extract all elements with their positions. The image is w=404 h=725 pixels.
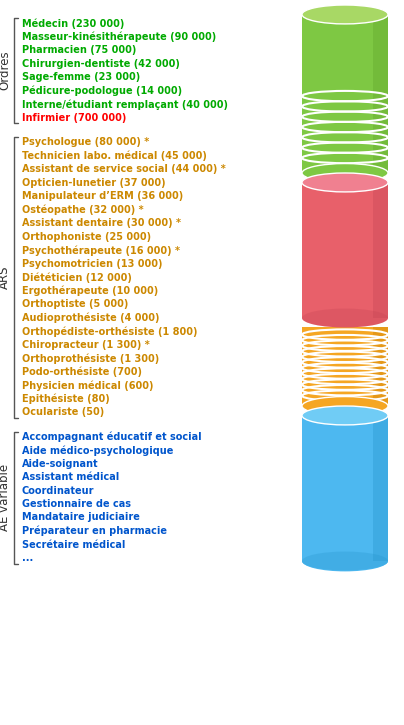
Ellipse shape <box>302 164 388 183</box>
Text: Opticien-lunetier (37 000): Opticien-lunetier (37 000) <box>22 178 166 188</box>
Text: Préparateur en pharmacie: Préparateur en pharmacie <box>22 526 167 536</box>
Text: AE variable: AE variable <box>0 464 11 531</box>
Text: Assistant de service social (44 000) *: Assistant de service social (44 000) * <box>22 164 226 174</box>
Bar <box>302 14 388 173</box>
Text: ARS: ARS <box>0 265 11 289</box>
Text: Psychomotricien (13 000): Psychomotricien (13 000) <box>22 259 162 268</box>
Text: Mandataire judiciaire: Mandataire judiciaire <box>22 513 140 523</box>
Bar <box>302 415 388 561</box>
Text: Aide médico-psychologique: Aide médico-psychologique <box>22 445 173 455</box>
Ellipse shape <box>302 164 388 183</box>
Text: Oculariste (50): Oculariste (50) <box>22 407 104 417</box>
Ellipse shape <box>302 550 388 571</box>
Text: Orthoprothésiste (1 300): Orthoprothésiste (1 300) <box>22 353 159 363</box>
Text: Chiropracteur (1 300) *: Chiropracteur (1 300) * <box>22 339 150 349</box>
Text: Médecin (230 000): Médecin (230 000) <box>22 18 124 28</box>
Text: Gestionnaire de cas: Gestionnaire de cas <box>22 499 131 509</box>
Text: Orthophoniste (25 000): Orthophoniste (25 000) <box>22 231 151 241</box>
Ellipse shape <box>302 5 388 24</box>
Text: Technicien labo. médical (45 000): Technicien labo. médical (45 000) <box>22 151 207 161</box>
Ellipse shape <box>302 173 388 192</box>
Bar <box>373 415 388 561</box>
Ellipse shape <box>302 309 388 328</box>
Text: Aide-soignant: Aide-soignant <box>22 458 99 468</box>
Ellipse shape <box>302 552 388 571</box>
Text: Pharmacien (75 000): Pharmacien (75 000) <box>22 45 137 55</box>
Ellipse shape <box>302 406 388 425</box>
Text: Masseur-kinésithérapeute (90 000): Masseur-kinésithérapeute (90 000) <box>22 31 216 42</box>
Text: Psychothérapeute (16 000) *: Psychothérapeute (16 000) * <box>22 245 180 255</box>
Bar <box>302 183 388 318</box>
Text: ...: ... <box>22 553 33 563</box>
Text: Orthoptiste (5 000): Orthoptiste (5 000) <box>22 299 128 309</box>
Text: Manipulateur d’ERM (36 000): Manipulateur d’ERM (36 000) <box>22 191 183 201</box>
Ellipse shape <box>302 397 388 415</box>
Text: Infirmier (700 000): Infirmier (700 000) <box>22 112 126 123</box>
Ellipse shape <box>302 397 388 415</box>
Bar <box>302 328 388 406</box>
Ellipse shape <box>302 309 388 328</box>
Ellipse shape <box>302 397 388 415</box>
Text: Audioprothésiste (4 000): Audioprothésiste (4 000) <box>22 312 160 323</box>
Text: Psychologue (80 000) *: Psychologue (80 000) * <box>22 137 149 147</box>
Text: Coordinateur: Coordinateur <box>22 486 95 495</box>
Text: Pédicure-podologue (14 000): Pédicure-podologue (14 000) <box>22 86 182 96</box>
Text: Ergothérapeute (10 000): Ergothérapeute (10 000) <box>22 286 158 296</box>
Bar <box>373 183 388 318</box>
Text: Orthopédiste-orthésiste (1 800): Orthopédiste-orthésiste (1 800) <box>22 326 198 336</box>
Bar <box>373 328 388 406</box>
Text: Secrétaire médical: Secrétaire médical <box>22 539 125 550</box>
Text: Physicien médical (600): Physicien médical (600) <box>22 380 154 391</box>
Text: Diététicien (12 000): Diététicien (12 000) <box>22 272 132 283</box>
Text: Accompagnant éducatif et social: Accompagnant éducatif et social <box>22 431 202 442</box>
Text: Ordres: Ordres <box>0 51 11 91</box>
Text: Ostéopathe (32 000) *: Ostéopathe (32 000) * <box>22 204 144 215</box>
Text: Epithésiste (80): Epithésiste (80) <box>22 394 110 404</box>
Text: Podo-orthésiste (700): Podo-orthésiste (700) <box>22 367 142 377</box>
Bar <box>373 14 388 173</box>
Text: Assistant médical: Assistant médical <box>22 472 119 482</box>
Text: Chirurgien-dentiste (42 000): Chirurgien-dentiste (42 000) <box>22 59 180 68</box>
Ellipse shape <box>302 164 388 183</box>
Ellipse shape <box>302 552 388 571</box>
Text: Interne/étudiant remplaçant (40 000): Interne/étudiant remplaçant (40 000) <box>22 99 228 109</box>
Text: Assistant dentaire (30 000) *: Assistant dentaire (30 000) * <box>22 218 181 228</box>
Text: Sage-femme (23 000): Sage-femme (23 000) <box>22 72 140 82</box>
